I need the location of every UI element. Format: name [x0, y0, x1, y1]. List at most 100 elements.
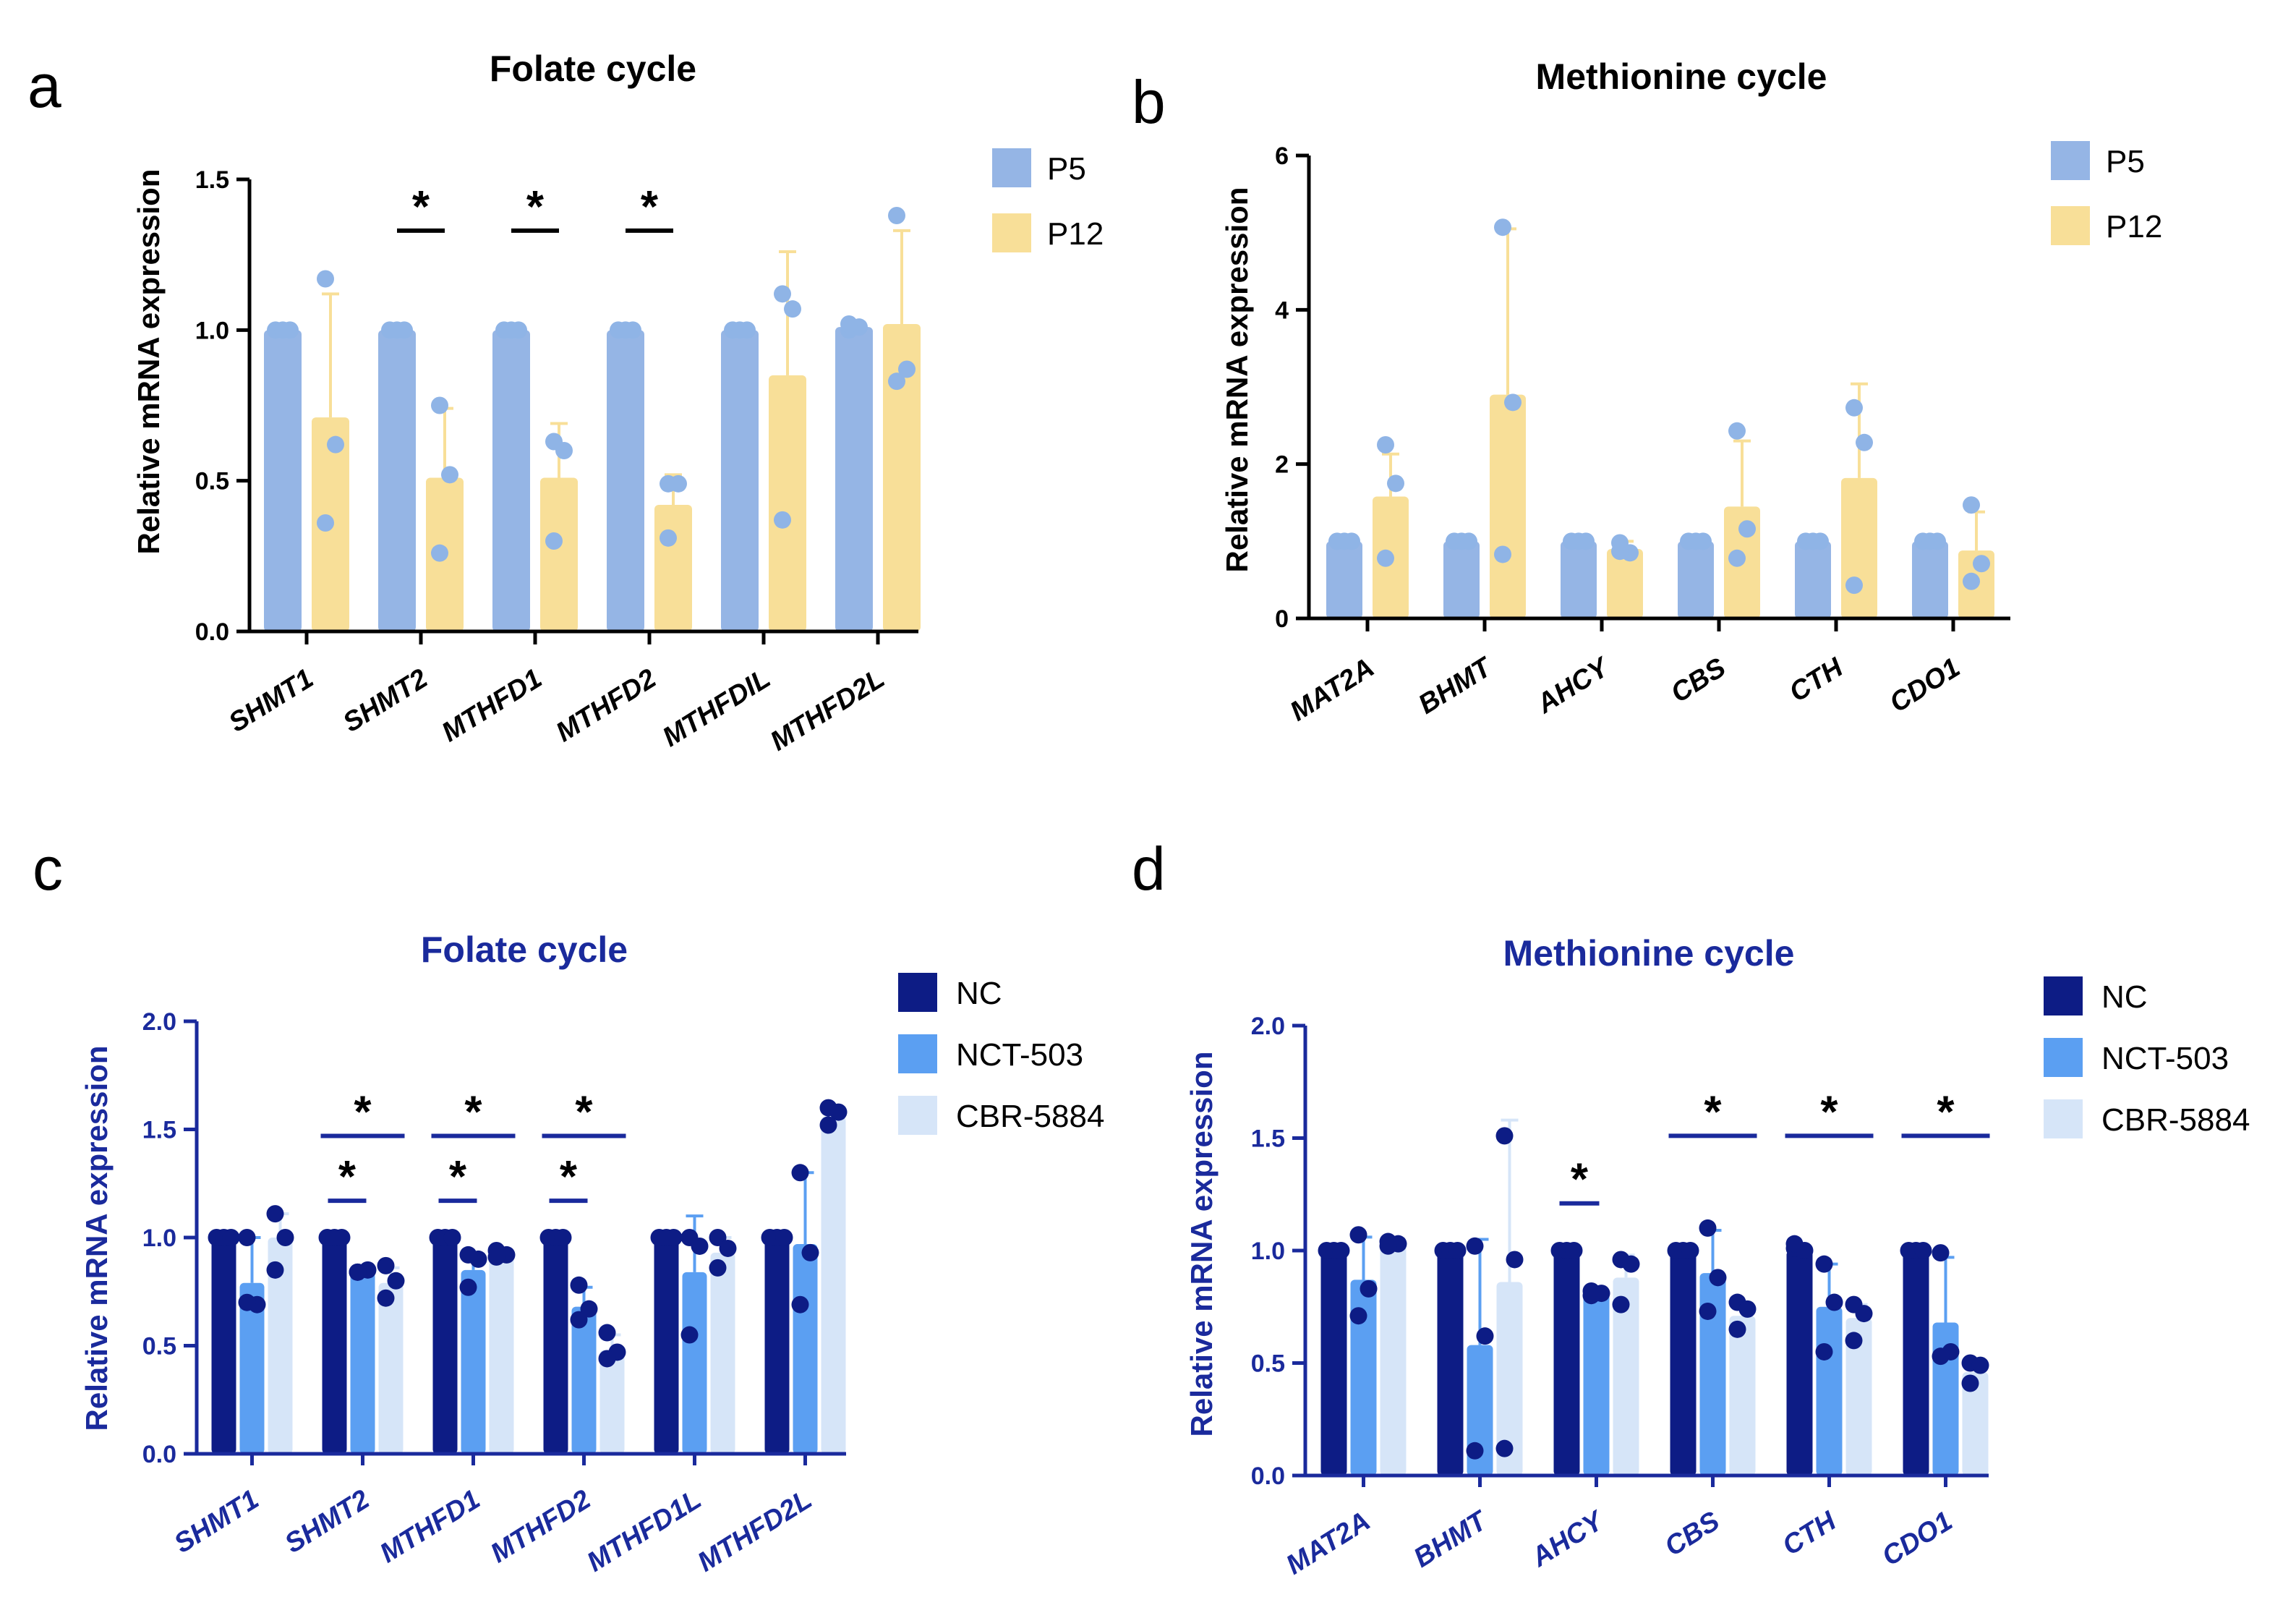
bar	[721, 330, 759, 631]
significance-star: *	[354, 1087, 372, 1137]
data-point	[1379, 1237, 1397, 1255]
data-point	[431, 396, 448, 414]
data-point	[774, 285, 791, 303]
bar	[1841, 477, 1877, 618]
data-point	[1476, 1327, 1494, 1345]
legend-label-nc: NC	[956, 976, 1002, 1011]
data-point	[441, 466, 458, 484]
data-point	[598, 1350, 616, 1368]
data-point	[829, 1103, 848, 1121]
data-point	[545, 532, 563, 550]
data-point	[598, 1324, 616, 1342]
data-point	[709, 1229, 727, 1246]
data-point	[570, 1311, 588, 1329]
legend-swatch-nc	[2044, 976, 2083, 1015]
data-point	[1622, 1255, 1640, 1273]
legend: NC NCT-503 CBR-5884	[898, 973, 1104, 1135]
legend-swatch-cbr5884	[898, 1096, 937, 1135]
data-point	[1582, 1287, 1600, 1305]
significance-star: *	[449, 1152, 467, 1202]
bar	[1845, 1318, 1872, 1476]
legend-label-p12: P12	[2106, 209, 2162, 244]
y-axis-label: Relative mRNA expression	[1185, 1052, 1219, 1437]
y-tick-label: 1.5	[195, 166, 229, 194]
data-point	[1495, 1439, 1514, 1457]
data-point	[1961, 1374, 1979, 1392]
data-point	[1387, 474, 1404, 493]
data-point	[1815, 1255, 1833, 1273]
bar	[710, 1252, 735, 1454]
data-point	[1811, 532, 1829, 550]
data-point	[1360, 1280, 1378, 1298]
significance-star: *	[338, 1152, 357, 1202]
bar	[1786, 1251, 1813, 1476]
chart-title: Methionine cycle	[1503, 933, 1795, 974]
data-point	[580, 1300, 598, 1318]
significance-star: *	[560, 1152, 578, 1202]
data-point	[670, 474, 687, 493]
data-point	[840, 315, 858, 333]
data-point	[1577, 532, 1595, 550]
y-tick-label: 6	[1275, 142, 1289, 170]
data-point	[554, 1229, 572, 1246]
bar	[607, 330, 644, 631]
bar	[1795, 541, 1831, 618]
significance-star: *	[641, 182, 659, 232]
y-tick-label: 2	[1275, 451, 1289, 479]
data-point	[791, 1164, 809, 1182]
data-point	[1963, 572, 1980, 590]
y-tick-label: 0.0	[142, 1441, 176, 1468]
bar	[1320, 1251, 1347, 1476]
bar	[350, 1272, 375, 1454]
data-point	[1855, 1305, 1873, 1323]
data-point	[1466, 1237, 1484, 1255]
data-point	[1914, 1242, 1932, 1259]
plot-area: SHMT1 SHMT2 MTHFD1 MTHFD2MTHFDILMTHFD2L0.00…	[195, 166, 921, 757]
bar	[793, 1243, 818, 1454]
data-point	[709, 1259, 727, 1277]
bar	[1380, 1243, 1407, 1476]
legend: P5 P12	[2051, 141, 2162, 245]
data-point	[1611, 542, 1629, 561]
data-point	[775, 1229, 793, 1246]
bar	[883, 324, 921, 631]
bar	[1678, 541, 1714, 618]
data-point	[1565, 1242, 1583, 1259]
data-point	[1815, 1342, 1833, 1361]
data-point	[738, 321, 756, 339]
legend-swatch-p12	[2051, 206, 2090, 245]
bar	[1437, 1251, 1464, 1476]
panel-letter-b: b	[1132, 68, 1166, 136]
significance-star: *	[464, 1087, 482, 1137]
data-point	[1694, 532, 1712, 550]
bar	[378, 330, 416, 631]
data-point	[719, 1239, 737, 1257]
data-point	[1349, 1307, 1367, 1325]
data-point	[238, 1229, 256, 1246]
data-point	[1728, 549, 1746, 567]
chart-title: Folate cycle	[421, 929, 628, 970]
data-point	[327, 435, 344, 454]
data-point	[784, 300, 801, 318]
legend-swatch-cbr5884	[2044, 1099, 2083, 1138]
legend: NC NCT-503 CBR-5884	[2044, 976, 2250, 1138]
data-point	[1728, 422, 1746, 440]
y-tick-label: 0.5	[142, 1333, 176, 1361]
data-point	[443, 1229, 461, 1246]
data-point	[680, 1326, 699, 1344]
bar	[769, 375, 806, 631]
bar	[821, 1116, 846, 1454]
data-point	[349, 1263, 367, 1281]
data-point	[555, 442, 573, 459]
legend-swatch-nc	[898, 973, 937, 1012]
legend-label-nct503: NCT-503	[2101, 1041, 2229, 1076]
data-point	[1504, 393, 1522, 412]
data-point	[1377, 549, 1394, 567]
y-tick-label: 1.5	[142, 1117, 176, 1144]
panel-letter-d: d	[1132, 835, 1166, 903]
y-tick-label: 0.0	[1251, 1462, 1285, 1490]
bar	[211, 1238, 236, 1454]
data-point	[691, 1237, 709, 1255]
data-point	[266, 1261, 284, 1279]
